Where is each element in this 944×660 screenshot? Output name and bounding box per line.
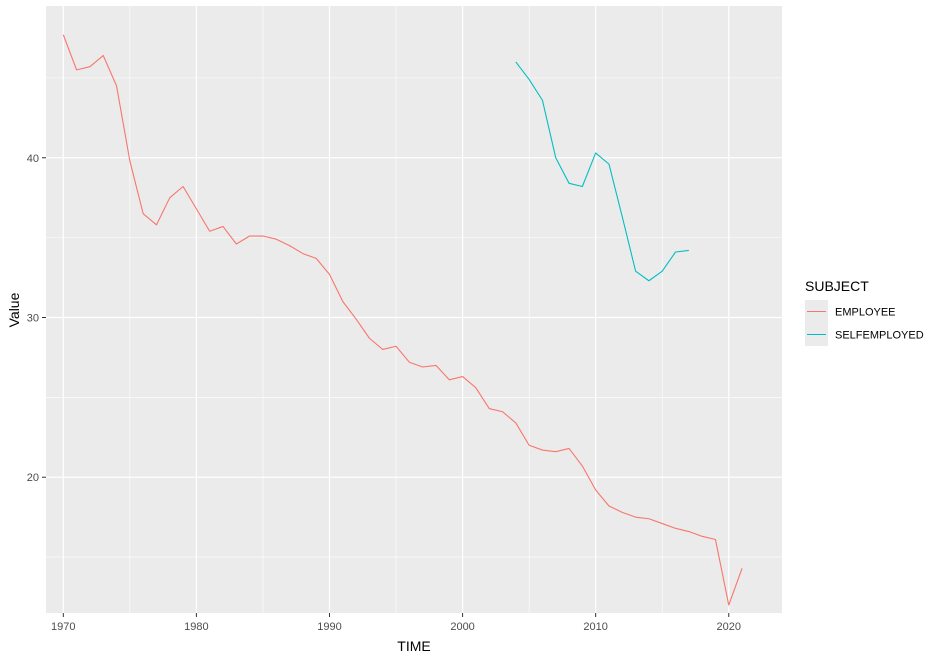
x-tick-label: 1970 [51,621,75,633]
y-tick-label: 30 [27,312,39,324]
y-axis: 20 30 40 [27,153,46,484]
x-tick-label: 1990 [317,621,341,633]
x-axis: 1970 1980 1990 2000 2010 2020 [51,613,741,633]
x-axis-title: TIME [397,638,430,654]
x-tick-label: 2000 [450,621,474,633]
x-tick-label: 2010 [583,621,607,633]
legend-label-employee: EMPLOYEE [835,307,896,319]
series-line-employee [62,34,743,606]
legend-title: SUBJECT [805,278,869,294]
y-axis-title: Value [6,292,22,327]
minor-gridlines [46,6,782,613]
major-gridlines [46,6,782,613]
y-tick-label: 40 [27,153,39,165]
series-lines [62,34,743,606]
plot-panel [46,6,782,613]
legend-items: EMPLOYEE SELFEMPLOYED [805,300,924,346]
legend-label-selfemployed: SELFEMPLOYED [835,330,924,342]
legend: SUBJECT EMPLOYEE SELFEMPLOYED [805,278,924,346]
x-tick-label: 1980 [184,621,208,633]
x-tick-label: 2020 [717,621,741,633]
series-line-selfemployed [515,61,689,282]
y-tick-label: 20 [27,472,39,484]
